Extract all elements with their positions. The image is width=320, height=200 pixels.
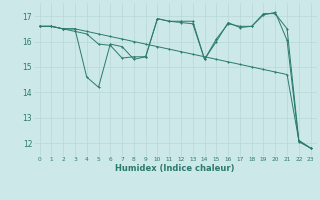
- X-axis label: Humidex (Indice chaleur): Humidex (Indice chaleur): [115, 164, 235, 173]
